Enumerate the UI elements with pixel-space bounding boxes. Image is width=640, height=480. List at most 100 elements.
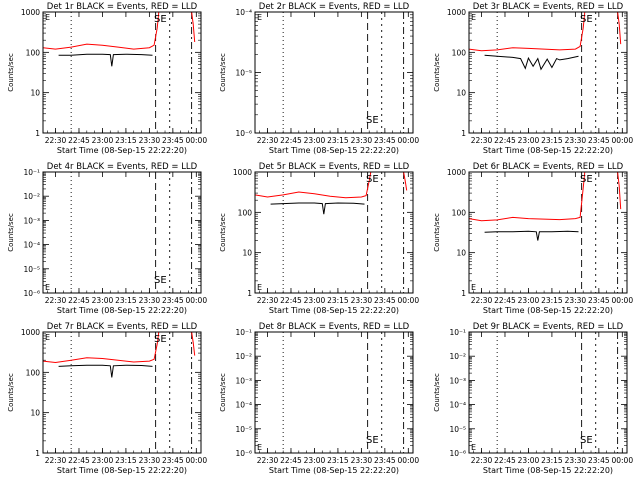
x-tick-label: 23:45 bbox=[374, 136, 396, 145]
panel-title: Det 4r BLACK = Events, RED = LLD bbox=[47, 162, 198, 172]
series-lld-line bbox=[403, 171, 408, 191]
y-tick-label: 10⁻⁵ bbox=[235, 69, 252, 78]
plot-frame bbox=[42, 11, 202, 134]
x-tick-label: 23:00 bbox=[92, 296, 114, 305]
y-axis-label: Counts/sec bbox=[219, 53, 227, 92]
y-tick-label: 1 bbox=[461, 289, 466, 298]
x-tick-label: 23:30 bbox=[565, 296, 587, 305]
x-tick-label: 23:45 bbox=[374, 296, 396, 305]
plot-frame bbox=[42, 171, 202, 294]
y-tick-label: 10⁻³ bbox=[235, 376, 252, 385]
x-tick-label: 22:45 bbox=[494, 296, 516, 305]
x-axis-label: Start Time (08-Sep-15 22:22:20) bbox=[57, 466, 187, 475]
y-tick-label: 10⁻² bbox=[449, 352, 466, 361]
x-tick-label: 22:45 bbox=[280, 456, 302, 465]
y-tick-label: 1000 bbox=[21, 328, 40, 337]
y-tick-label: 10⁻⁴ bbox=[235, 8, 252, 17]
x-tick-label: 00:00 bbox=[185, 136, 207, 145]
x-tick-label: 23:45 bbox=[588, 296, 610, 305]
event-label: SE bbox=[366, 174, 379, 185]
y-axis-label: Counts/sec bbox=[7, 373, 15, 412]
corner-label: E bbox=[471, 13, 476, 22]
x-tick-label: 22:30 bbox=[45, 136, 67, 145]
series-lld-line bbox=[468, 171, 586, 222]
panel-title: Det 2r BLACK = Events, RED = LLD bbox=[259, 2, 410, 12]
event-label: SE bbox=[154, 14, 167, 25]
x-tick-label: 00:00 bbox=[397, 136, 419, 145]
y-tick-label: 10⁻³ bbox=[23, 216, 40, 225]
x-tick-label: 23:45 bbox=[374, 456, 396, 465]
x-tick-label: 00:00 bbox=[611, 136, 633, 145]
event-label: SE bbox=[366, 115, 379, 126]
panel-det-1: Det 1r BLACK = Events, RED = LLD Counts/s… bbox=[7, 2, 207, 155]
y-tick-label: 1 bbox=[247, 289, 252, 298]
event-label: SE bbox=[154, 275, 167, 286]
series-lld-line bbox=[42, 11, 160, 50]
y-axis-label: Counts/sec bbox=[433, 373, 441, 412]
x-tick-label: 23:45 bbox=[162, 296, 184, 305]
plot-frame bbox=[468, 331, 628, 454]
y-axis-label: Counts/sec bbox=[7, 53, 15, 92]
event-label: SE bbox=[580, 174, 593, 185]
y-tick-label: 10⁻⁴ bbox=[23, 241, 40, 250]
x-tick-label: 23:00 bbox=[518, 136, 540, 145]
y-tick-label: 1000 bbox=[21, 8, 40, 17]
x-tick-label: 22:30 bbox=[471, 136, 493, 145]
x-axis-label: Start Time (08-Sep-15 22:22:20) bbox=[483, 306, 613, 315]
y-tick-label: 10⁻⁴ bbox=[235, 401, 252, 410]
x-tick-label: 23:00 bbox=[304, 296, 326, 305]
y-tick-label: 10⁻¹ bbox=[23, 168, 40, 177]
y-tick-label: 10⁻⁶ bbox=[449, 449, 466, 458]
panel-title: Det 6r BLACK = Events, RED = LLD bbox=[473, 162, 624, 172]
x-axis-label: Start Time (08-Sep-15 22:22:20) bbox=[57, 146, 187, 155]
x-axis-label: Start Time (08-Sep-15 22:22:20) bbox=[269, 146, 399, 155]
series-events-line bbox=[58, 364, 153, 378]
x-tick-label: 23:45 bbox=[162, 456, 184, 465]
y-axis-label: Counts/sec bbox=[433, 213, 441, 252]
corner-label: E bbox=[257, 13, 262, 22]
y-tick-label: 10 bbox=[456, 249, 466, 258]
x-tick-label: 22:30 bbox=[45, 296, 67, 305]
x-tick-label: 23:30 bbox=[351, 296, 373, 305]
x-tick-label: 23:00 bbox=[518, 296, 540, 305]
x-tick-label: 23:30 bbox=[565, 456, 587, 465]
x-tick-label: 23:15 bbox=[541, 296, 563, 305]
x-tick-label: 00:00 bbox=[185, 456, 207, 465]
x-tick-label: 22:30 bbox=[45, 456, 67, 465]
x-axis-label: Start Time (08-Sep-15 22:22:20) bbox=[269, 306, 399, 315]
x-tick-label: 23:00 bbox=[304, 456, 326, 465]
y-tick-label: 10⁻⁶ bbox=[23, 289, 40, 298]
x-tick-label: 23:30 bbox=[565, 136, 587, 145]
x-tick-label: 23:00 bbox=[304, 136, 326, 145]
x-tick-label: 23:15 bbox=[541, 136, 563, 145]
x-tick-label: 22:45 bbox=[68, 296, 90, 305]
corner-label: E bbox=[471, 283, 476, 292]
y-tick-label: 10⁻³ bbox=[449, 376, 466, 385]
event-label: SE bbox=[580, 14, 593, 25]
x-tick-label: 23:00 bbox=[92, 136, 114, 145]
x-tick-label: 23:15 bbox=[327, 296, 349, 305]
corner-label: E bbox=[257, 283, 262, 292]
x-tick-label: 22:45 bbox=[494, 456, 516, 465]
x-tick-label: 22:30 bbox=[471, 456, 493, 465]
x-tick-label: 00:00 bbox=[611, 296, 633, 305]
x-tick-label: 00:00 bbox=[185, 296, 207, 305]
panel-title: Det 3r BLACK = Events, RED = LLD bbox=[473, 2, 624, 12]
series-events-line bbox=[270, 202, 365, 215]
x-tick-label: 23:15 bbox=[327, 456, 349, 465]
x-axis-label: Start Time (08-Sep-15 22:22:20) bbox=[269, 466, 399, 475]
y-tick-label: 10⁻¹ bbox=[235, 328, 252, 337]
event-label: SE bbox=[366, 435, 379, 446]
y-axis-label: Counts/sec bbox=[7, 213, 15, 252]
corner-label: E bbox=[45, 13, 50, 22]
series-lld-line bbox=[42, 331, 160, 364]
y-tick-label: 10⁻⁵ bbox=[235, 425, 252, 434]
series-lld-line bbox=[468, 11, 586, 52]
x-tick-label: 22:45 bbox=[494, 136, 516, 145]
y-axis-label: Counts/sec bbox=[219, 213, 227, 252]
plot-frame bbox=[468, 11, 628, 134]
y-tick-label: 100 bbox=[452, 208, 467, 217]
x-tick-label: 22:45 bbox=[68, 456, 90, 465]
panel-det-7: Det 7r BLACK = Events, RED = LLD Counts/s… bbox=[7, 322, 207, 475]
